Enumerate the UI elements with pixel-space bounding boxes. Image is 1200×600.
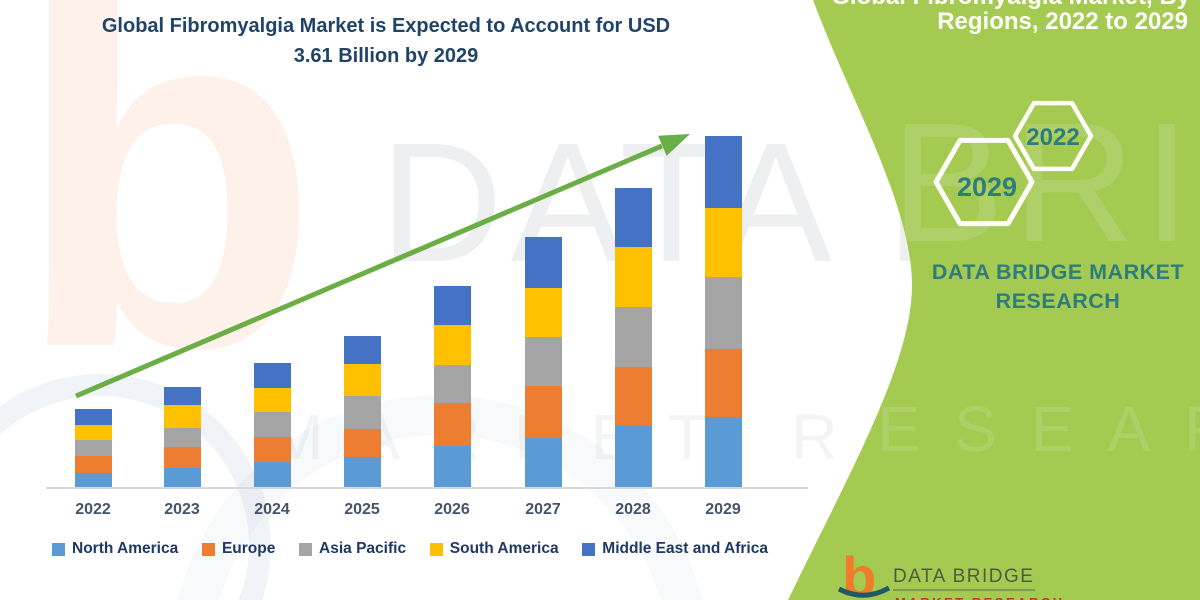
bar-segment <box>704 349 742 417</box>
bar-segment <box>74 456 112 473</box>
legend-label: Middle East and Africa <box>602 540 768 557</box>
footer-logo-subtitle-cropped: MARKET RESEARCH <box>895 595 1065 600</box>
x-axis-label: 2022 <box>75 501 111 518</box>
hexagon-2029 <box>933 137 1035 227</box>
bar-segment <box>614 188 652 247</box>
chart-title-line1: Global Fibromyalgia Market is Expected t… <box>101 15 671 37</box>
bar-segment <box>524 438 562 487</box>
legend-item: North America <box>52 540 178 558</box>
x-axis-label: 2027 <box>525 501 561 518</box>
bar-segment <box>433 365 471 403</box>
x-axis-label: 2026 <box>434 501 470 518</box>
bar-segment <box>74 473 112 487</box>
legend-marker <box>582 542 596 556</box>
bar-segment <box>614 367 652 426</box>
footer-logo-underline <box>893 589 1035 591</box>
bar-segment <box>163 468 201 487</box>
sidebar-caption-cropped-line: Global Fibromyalgia Market, By <box>831 0 1190 11</box>
bar-segment <box>163 447 201 468</box>
bar-segment <box>253 462 291 487</box>
hexagon-2022 <box>1012 100 1094 172</box>
trend-arrow <box>75 134 690 399</box>
legend-label: Europe <box>221 540 276 557</box>
x-axis-label: 2024 <box>254 501 290 518</box>
legend-label: Asia Pacific <box>319 540 407 557</box>
legend-item: Asia Pacific <box>299 540 406 558</box>
legend-label: North America <box>72 540 179 557</box>
hexagon-2029-label: 2029 <box>957 172 1017 202</box>
chart-title: Global Fibromyalgia Market is Expected t… <box>36 11 736 71</box>
bar-segment <box>343 457 381 487</box>
footer-logo-swoosh-icon <box>837 586 891 598</box>
legend-label: South America <box>449 540 559 557</box>
watermark-b-logo: b <box>14 0 320 451</box>
brand-text-line1: DATA BRIDGE MARKET <box>931 260 1185 284</box>
x-axis-label: 2028 <box>615 501 651 518</box>
bar-segment <box>614 307 652 367</box>
x-axis-label: 2029 <box>705 501 741 518</box>
bar-segment <box>433 446 471 487</box>
bar-segment <box>163 387 201 405</box>
stacked-bar-2027 <box>524 237 562 487</box>
bar-segment <box>343 396 381 429</box>
bar-segment <box>253 363 291 388</box>
sidebar-caption: Regions, 2022 to 2029 <box>937 8 1188 35</box>
legend-marker <box>299 542 313 556</box>
bar-segment <box>343 364 381 396</box>
stacked-bar-2022 <box>74 409 112 487</box>
bar-segment <box>524 337 562 386</box>
brand-text: DATA BRIDGE MARKET RESEARCH <box>930 258 1186 316</box>
x-axis-label: 2025 <box>344 501 380 518</box>
bar-segment <box>163 405 201 428</box>
bar-segment <box>614 426 652 487</box>
bar-segment <box>343 336 381 364</box>
bar-segment <box>343 429 381 457</box>
stacked-bar-2029 <box>704 136 742 487</box>
x-axis-line <box>46 487 808 489</box>
legend-item: Middle East and Africa <box>582 540 768 558</box>
bar-segment <box>163 428 201 447</box>
bar-segment <box>253 388 291 412</box>
stacked-bar-2026 <box>433 286 471 487</box>
bar-segment <box>433 325 471 365</box>
chart-area: Global Fibromyalgia Market is Expected t… <box>36 11 808 558</box>
bar-segment <box>704 136 742 208</box>
bar-segment <box>524 386 562 438</box>
bar-segment <box>524 237 562 288</box>
bar-segment <box>74 440 112 456</box>
hexagon-2022-label: 2022 <box>1026 124 1079 151</box>
bar-segment <box>253 412 291 437</box>
bar-segment <box>614 247 652 307</box>
chart-title-line2: 3.61 Billion by 2029 <box>293 45 479 67</box>
legend: North America Europe Asia Pacific South Ame… <box>52 540 768 558</box>
bar-segment <box>704 277 742 349</box>
x-axis-label: 2023 <box>164 501 200 518</box>
legend-item: South America <box>429 540 559 558</box>
legend-marker <box>201 542 215 556</box>
legend-item: Europe <box>201 540 276 558</box>
bar-segment <box>433 403 471 446</box>
brand-text-line2: RESEARCH <box>995 289 1121 313</box>
bar-segment <box>704 208 742 277</box>
green-panel-shape <box>788 0 1200 600</box>
bar-segment <box>74 425 112 440</box>
legend-marker <box>52 542 65 556</box>
stacked-bar-2023 <box>163 387 201 487</box>
legend-marker <box>429 542 443 556</box>
bar-segment <box>704 417 742 487</box>
stacked-bar-2025 <box>343 336 381 487</box>
bar-segment <box>74 409 112 425</box>
stacked-bar-2028 <box>614 188 652 487</box>
bars-container <box>74 136 742 487</box>
bar-segment <box>253 437 291 462</box>
bar-segment <box>433 286 471 325</box>
stacked-bar-2024 <box>253 363 291 487</box>
footer-logo-name: DATA BRIDGE <box>893 566 1035 587</box>
bar-segment <box>524 288 562 337</box>
